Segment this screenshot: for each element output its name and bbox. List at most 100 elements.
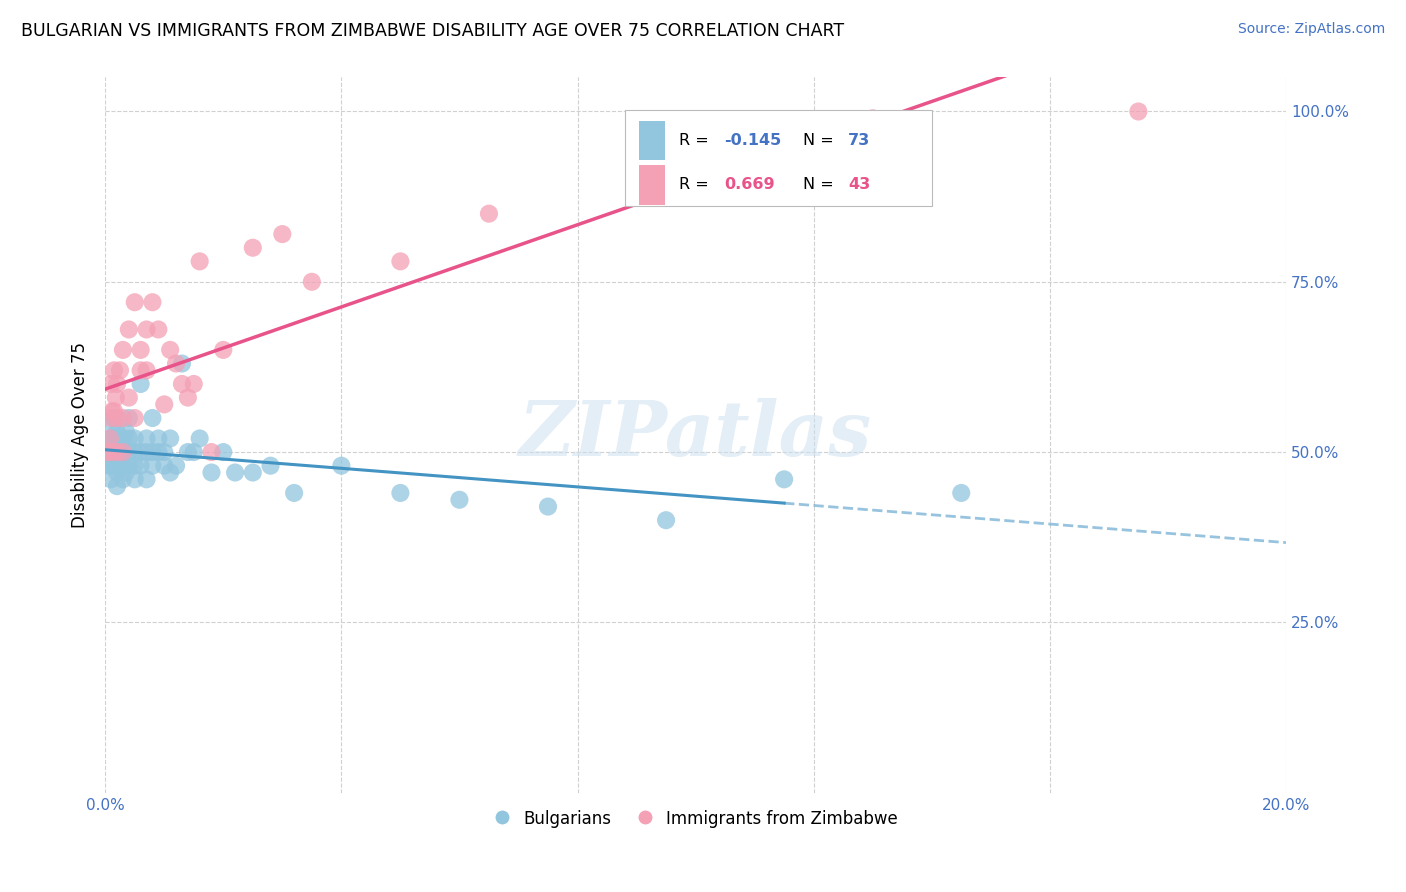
- Point: [101, 404, 124, 418]
- Point: [111, 445, 134, 459]
- Point: [100, 458, 122, 473]
- Point: [259, 458, 281, 473]
- Text: 43: 43: [848, 178, 870, 193]
- Point: [103, 445, 125, 459]
- FancyBboxPatch shape: [624, 110, 932, 206]
- Point: [135, 363, 157, 377]
- Text: R =: R =: [679, 178, 714, 193]
- Point: [103, 404, 125, 418]
- Point: [478, 207, 501, 221]
- Point: [153, 458, 176, 473]
- Point: [159, 432, 181, 446]
- Point: [108, 458, 131, 473]
- Point: [108, 432, 131, 446]
- Point: [111, 343, 134, 357]
- Point: [626, 152, 648, 166]
- Point: [129, 343, 152, 357]
- Point: [159, 466, 181, 480]
- Point: [1128, 104, 1150, 119]
- Text: 0.669: 0.669: [724, 178, 775, 193]
- Point: [105, 376, 128, 391]
- Text: 73: 73: [848, 133, 870, 148]
- Point: [104, 445, 127, 459]
- Point: [105, 411, 128, 425]
- Point: [165, 458, 187, 473]
- Point: [124, 432, 146, 446]
- Point: [118, 322, 141, 336]
- Point: [242, 241, 264, 255]
- Point: [100, 472, 122, 486]
- Point: [111, 458, 134, 473]
- Point: [177, 391, 200, 405]
- Point: [105, 466, 128, 480]
- Point: [101, 432, 124, 446]
- Point: [950, 486, 973, 500]
- Point: [111, 411, 134, 425]
- Text: ZIPatlas: ZIPatlas: [519, 398, 872, 472]
- Point: [141, 295, 163, 310]
- Point: [773, 472, 796, 486]
- Point: [129, 458, 152, 473]
- Text: BULGARIAN VS IMMIGRANTS FROM ZIMBABWE DISABILITY AGE OVER 75 CORRELATION CHART: BULGARIAN VS IMMIGRANTS FROM ZIMBABWE DI…: [21, 22, 844, 40]
- Point: [103, 432, 125, 446]
- Point: [148, 445, 170, 459]
- Point: [118, 391, 141, 405]
- Point: [212, 343, 235, 357]
- Point: [118, 432, 141, 446]
- Point: [655, 513, 678, 527]
- Point: [105, 445, 128, 459]
- Point: [124, 295, 146, 310]
- Point: [105, 445, 128, 459]
- Point: [124, 458, 146, 473]
- Point: [148, 322, 170, 336]
- Point: [135, 432, 157, 446]
- Point: [141, 458, 163, 473]
- Point: [129, 363, 152, 377]
- Point: [449, 492, 471, 507]
- Point: [100, 432, 122, 446]
- Point: [108, 363, 131, 377]
- Legend: Bulgarians, Immigrants from Zimbabwe: Bulgarians, Immigrants from Zimbabwe: [486, 803, 904, 834]
- Point: [105, 438, 128, 452]
- Point: [183, 445, 205, 459]
- Point: [100, 417, 122, 432]
- Bar: [638, 120, 665, 161]
- Point: [200, 466, 222, 480]
- Text: N =: N =: [803, 133, 839, 148]
- Text: R =: R =: [679, 133, 714, 148]
- Text: -0.145: -0.145: [724, 133, 782, 148]
- Point: [135, 445, 157, 459]
- Point: [200, 445, 222, 459]
- Point: [183, 376, 205, 391]
- Point: [103, 411, 125, 425]
- Point: [301, 275, 323, 289]
- Point: [170, 376, 193, 391]
- Point: [118, 445, 141, 459]
- Point: [129, 445, 152, 459]
- Y-axis label: Disability Age Over 75: Disability Age Over 75: [72, 342, 89, 528]
- Point: [115, 466, 138, 480]
- Point: [104, 458, 127, 473]
- Point: [98, 445, 121, 459]
- Point: [862, 112, 884, 126]
- Point: [148, 432, 170, 446]
- Point: [98, 458, 121, 473]
- Point: [111, 432, 134, 446]
- Point: [101, 445, 124, 459]
- Bar: [638, 165, 665, 204]
- Point: [159, 343, 181, 357]
- Point: [105, 451, 128, 466]
- Point: [115, 425, 138, 439]
- Point: [141, 445, 163, 459]
- Point: [118, 458, 141, 473]
- Point: [97, 445, 120, 459]
- Point: [100, 376, 122, 391]
- Point: [111, 445, 134, 459]
- Point: [242, 466, 264, 480]
- Point: [100, 411, 122, 425]
- Point: [389, 486, 412, 500]
- Point: [111, 472, 134, 486]
- Point: [135, 472, 157, 486]
- Point: [124, 445, 146, 459]
- Point: [283, 486, 305, 500]
